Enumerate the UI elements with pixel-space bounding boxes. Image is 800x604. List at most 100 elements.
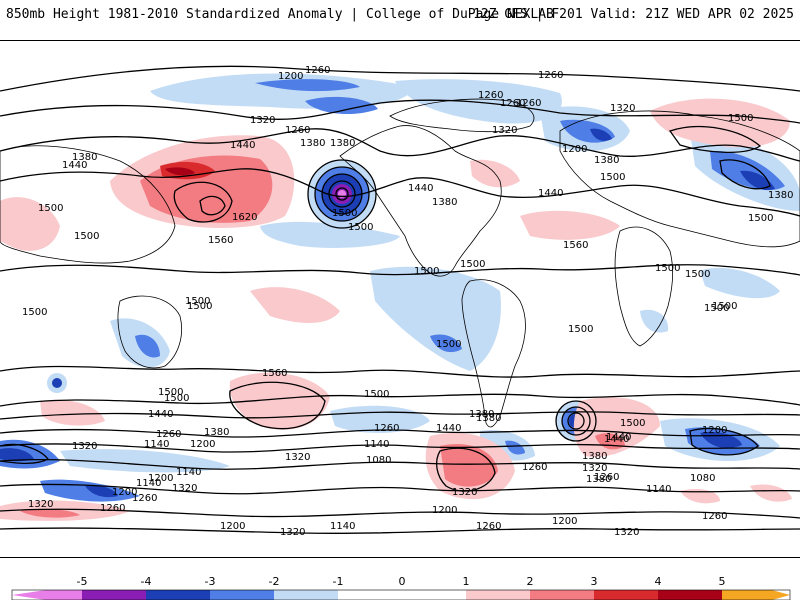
contour-label: 1500 [332,208,357,219]
contour-label: 1260 [538,70,563,81]
contour-label: 1140 [364,439,389,450]
contour-label: 1500 [460,259,485,270]
contour-label: 1560 [208,235,233,246]
contour-label: 1560 [262,368,287,379]
contour-label: 1320 [614,527,639,538]
contour-label: 1140 [176,467,201,478]
contour-label: 1440 [62,160,87,171]
contour-label: 1200 [190,439,215,450]
contour-label: 1500 [620,418,645,429]
contour-label: 1320 [610,103,635,114]
colorbar-swatch-pos5 [772,590,790,600]
contour-label: 1140 [144,439,169,450]
contour-label: 1380 [432,197,457,208]
contour-label: 1380 [594,155,619,166]
contour-label: 1500 [187,301,212,312]
colorbar-swatch-pos2 [530,590,594,600]
contour-label: 1260 [702,511,727,522]
contour-label: 1500 [364,389,389,400]
contour-label: 1260 [305,65,330,76]
contour-label: 1440 [230,140,255,151]
contour-label: 1380 [300,138,325,149]
colorbar-swatch-neg3 [146,590,210,600]
contour-label: 1320 [28,499,53,510]
contour-label: 1380 [768,190,793,201]
contour-label: 1320 [582,463,607,474]
contour-label: 1200 [552,516,577,527]
contour-label: 1500 [414,266,439,277]
anomaly-map[interactable]: 1260 1200 1260 1260 1320 1260 1380 1440 … [0,40,800,558]
contour-label: 1620 [232,212,257,223]
contour-label: 1200 [278,71,303,82]
contour-label: 1200 [148,473,173,484]
contour-label: 1380 [204,427,229,438]
colorbar-tick: -4 [141,575,152,588]
contour-label: 1500 [436,339,461,350]
contour-label: 1380 [72,152,97,163]
contour-label: 1260 [100,503,125,514]
contour-label: 1200 [112,487,137,498]
contour-label: 1260 [132,493,157,504]
contour-label: 1320 [492,125,517,136]
colorbar-swatch-neg4 [82,590,146,600]
contour-label: 1380 [582,451,607,462]
colorbar-tick: -3 [205,575,216,588]
colorbar-swatch-neg1 [274,590,338,600]
colorbar-tick: 4 [655,575,662,588]
colorbar-tick: -2 [269,575,280,588]
colorbar-tick: 3 [591,575,598,588]
contour-label: 1140 [330,521,355,532]
contour-label: 1260 [500,98,525,109]
contour-label: 1260 [594,472,619,483]
contour-label: 1260 [156,429,181,440]
contour-label: 1140 [646,484,671,495]
contour-label: 1320 [280,527,305,538]
contour-label: 1080 [366,455,391,466]
colorbar-swatch-pos1 [466,590,530,600]
colorbar-legend: -5 -4 -3 -2 -1 0 1 2 3 4 5 [0,570,800,601]
contour-label: 1500 [164,393,189,404]
contour-label: 1380 [586,474,611,485]
contour-label: 1260 [374,423,399,434]
colorbar-swatch-neg5 [12,590,46,600]
contour-label: 1260 [522,462,547,473]
contour-label: 1500 [568,324,593,335]
contour-label: 1380 [330,138,355,149]
contour-label: 1440 [538,188,563,199]
contour-label: 1500 [704,303,729,314]
contour-label: 1320 [72,441,97,452]
colorbar-tick: 5 [719,575,726,588]
contour-label: 1200 [562,144,587,155]
contour-label: 1500 [158,387,183,398]
colorbar-swatch-neg2 [210,590,274,600]
contour-label: 1200 [702,425,727,436]
contour-label: 1200 [220,521,245,532]
height-contours [0,65,800,534]
contour-labels: 1260 1200 1260 1260 1320 1260 1380 1440 … [22,65,793,538]
contour-label: 1320 [250,115,275,126]
contour-label: 1440 [606,432,631,443]
map-svg: 1260 1200 1260 1260 1320 1260 1380 1440 … [0,41,800,557]
contour-label: 1320 [172,483,197,494]
contour-label: 1380 [476,413,501,424]
contour-label: 1260 [516,98,541,109]
contour-label: 1260 [478,90,503,101]
contour-label: 1500 [348,222,373,233]
contour-label: 1260 [285,125,310,136]
contour-label: 1500 [22,307,47,318]
contour-label: 1200 [432,505,457,516]
colorbar-tick: 2 [527,575,534,588]
colorbar-tick: -5 [77,575,88,588]
contour-label: 1500 [185,296,210,307]
colorbar-swatch-pos3 [594,590,658,600]
contour-label: 1140 [136,478,161,489]
colorbar-tick: 1 [463,575,470,588]
contour-label: 1440 [436,423,461,434]
negative-anomaly-shading [0,73,800,502]
colorbar-swatch-zero [338,590,466,600]
contour-label: 1500 [685,269,710,280]
colorbar-tick: 0 [399,575,406,588]
contour-label: 1080 [690,473,715,484]
contour-label: 1440 [604,434,629,445]
colorbar-swatch-neg5 [46,590,82,600]
